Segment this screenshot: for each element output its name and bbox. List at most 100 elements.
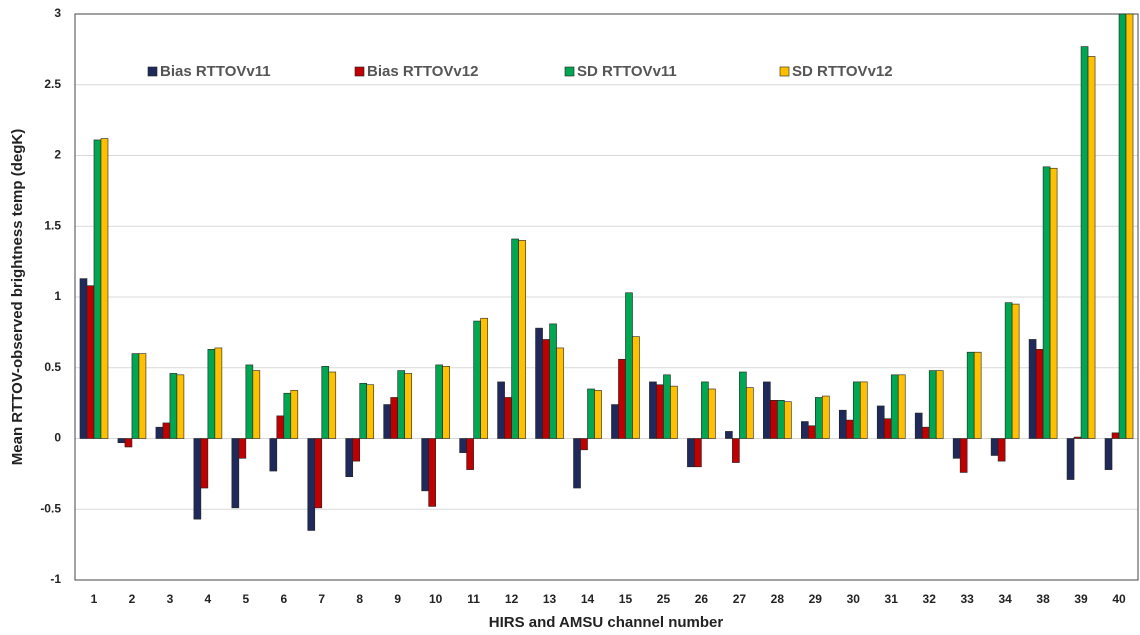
x-tick-label: 28 <box>771 592 785 606</box>
bar <box>269 438 278 472</box>
y-axis-title: Mean RTTOV-observed brightness temp (deg… <box>9 129 26 465</box>
x-tick-label: 27 <box>733 592 747 606</box>
bar <box>238 438 247 459</box>
bar <box>518 240 526 439</box>
y-tick-label: 1 <box>54 289 61 303</box>
bar <box>466 438 474 470</box>
bar <box>1066 438 1075 480</box>
x-tick-label: 11 <box>467 592 480 606</box>
bar <box>649 381 657 439</box>
bar <box>390 397 398 439</box>
bar <box>777 399 785 439</box>
bar <box>1004 302 1013 439</box>
bar <box>573 438 581 489</box>
bar <box>852 381 861 439</box>
bar <box>694 438 702 468</box>
bar <box>314 438 323 509</box>
bar <box>214 347 223 439</box>
x-tick-label: 2 <box>129 592 136 606</box>
bar <box>1035 349 1044 439</box>
bar <box>428 438 436 507</box>
bar <box>663 374 671 439</box>
bar <box>625 292 633 439</box>
y-tick-label: 2.5 <box>44 77 61 91</box>
bar <box>990 438 999 456</box>
bar <box>845 419 854 439</box>
bar <box>480 317 488 439</box>
bar <box>725 431 733 439</box>
bar <box>921 426 930 439</box>
x-tick-label: 13 <box>543 592 557 606</box>
x-tick-label: 40 <box>1112 592 1126 606</box>
x-tick-label: 6 <box>280 592 287 606</box>
bar <box>397 370 405 439</box>
bar <box>914 412 923 439</box>
bar <box>117 438 126 444</box>
y-tick-label: -1 <box>50 572 61 586</box>
bar <box>935 370 944 439</box>
x-tick-label: 9 <box>394 592 401 606</box>
bar <box>1104 438 1113 470</box>
bar <box>587 388 595 439</box>
bar <box>763 381 771 439</box>
x-tick-label: 14 <box>581 592 595 606</box>
bar <box>435 364 443 439</box>
bar <box>1087 56 1096 439</box>
y-tick-label: -0.5 <box>40 501 61 515</box>
x-tick-label: 1 <box>91 592 98 606</box>
bar <box>404 373 412 439</box>
bar <box>997 438 1006 462</box>
bar <box>815 397 823 439</box>
x-tick-label: 3 <box>167 592 174 606</box>
bar <box>86 285 95 439</box>
bar <box>1049 167 1058 439</box>
x-tick-label: 7 <box>318 592 325 606</box>
bar <box>176 374 185 439</box>
bar <box>131 353 140 439</box>
bar <box>556 347 564 439</box>
y-tick-label: 1.5 <box>44 218 61 232</box>
bar <box>79 278 88 439</box>
bar <box>928 370 937 439</box>
bar <box>542 339 550 439</box>
y-tick-label: 2 <box>54 148 61 162</box>
x-tick-label: 39 <box>1074 592 1088 606</box>
bar <box>200 438 209 489</box>
bar <box>708 388 716 439</box>
bar <box>1011 303 1020 439</box>
bar <box>770 399 778 439</box>
bar <box>283 392 292 439</box>
bar <box>276 415 285 439</box>
bar <box>876 405 885 439</box>
bar <box>670 385 678 439</box>
bar <box>245 364 254 439</box>
bar <box>366 384 375 439</box>
x-tick-label: 25 <box>657 592 671 606</box>
bar <box>459 438 467 453</box>
bar <box>1118 13 1127 439</box>
bar <box>307 438 316 531</box>
bar <box>511 238 519 439</box>
bar <box>580 438 588 451</box>
bar <box>656 384 664 439</box>
bar <box>739 371 747 439</box>
bar <box>973 351 982 439</box>
x-tick-label: 30 <box>847 592 861 606</box>
x-tick-label: 38 <box>1036 592 1050 606</box>
legend-swatch <box>564 66 575 77</box>
x-axis-title: HIRS and AMSU channel number <box>489 614 724 631</box>
bar <box>473 320 481 439</box>
legend-text: SD RTTOVv12 <box>792 63 893 80</box>
bar <box>632 336 640 439</box>
bar <box>100 138 109 439</box>
legend-swatch <box>354 66 365 77</box>
bar <box>207 349 216 439</box>
bar <box>808 425 816 439</box>
bar <box>959 438 968 473</box>
bar <box>193 438 202 520</box>
x-tick-label: 10 <box>429 592 443 606</box>
legend-swatch <box>147 66 158 77</box>
x-tick-label: 8 <box>356 592 363 606</box>
bar <box>822 395 830 439</box>
bar <box>1125 13 1134 439</box>
